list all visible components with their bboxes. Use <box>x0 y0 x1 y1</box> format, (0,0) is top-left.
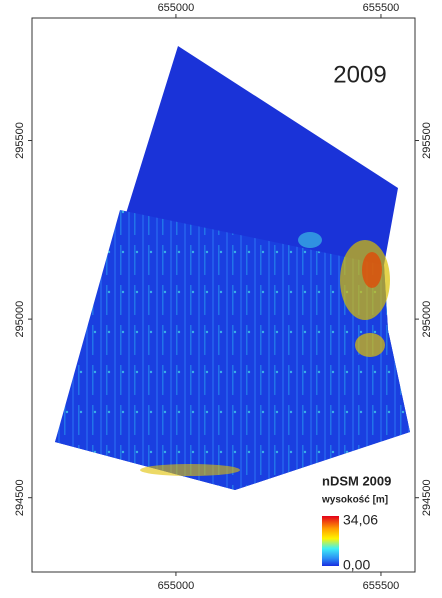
x-tick-label: 655500 <box>363 2 400 14</box>
color-ramp <box>322 516 339 566</box>
y-tick-label: 295500 <box>14 122 26 159</box>
x-tick-label: 655500 <box>363 580 400 592</box>
y-tick-label: 295500 <box>421 122 433 159</box>
x-tick-label: 655000 <box>158 2 195 14</box>
legend-title: nDSM 2009 <box>322 473 391 488</box>
legend-min: 0,00 <box>343 557 370 573</box>
legend-max: 34,06 <box>343 512 378 528</box>
y-tick-label: 294500 <box>421 479 433 516</box>
year-label: 2009 <box>333 61 386 88</box>
y-tick-label: 295000 <box>14 301 26 338</box>
legend-subtitle: wysokość [m] <box>321 495 388 506</box>
y-tick-label: 295000 <box>421 301 433 338</box>
y-tick-label: 294500 <box>14 479 26 516</box>
map-figure: 2009 nDSM 2009 wysokość [m] 34,06 0,00 6… <box>0 0 442 593</box>
x-tick-label: 655000 <box>158 580 195 592</box>
